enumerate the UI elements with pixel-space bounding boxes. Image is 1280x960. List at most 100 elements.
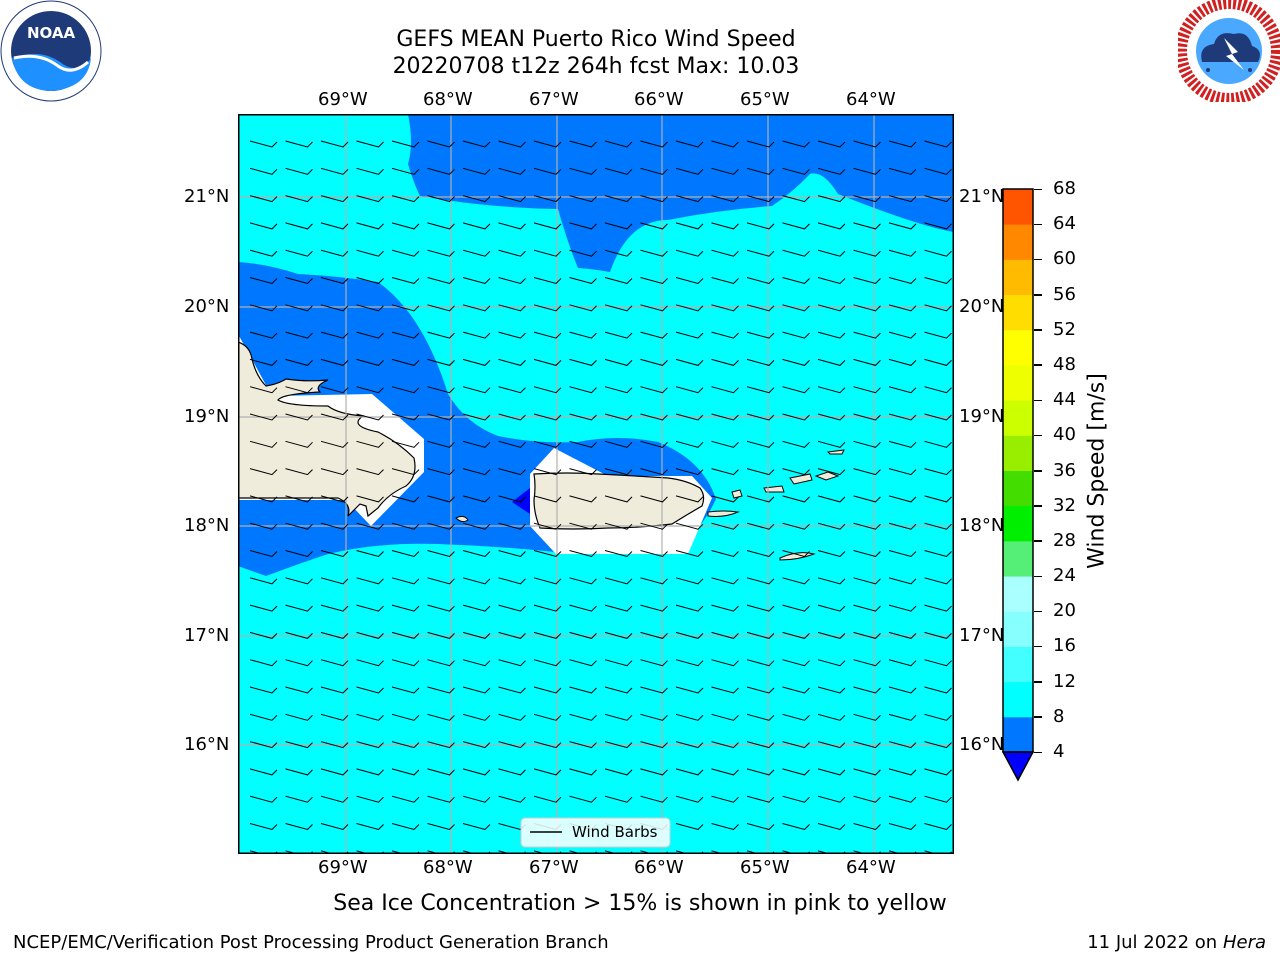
wind-barb	[427, 631, 455, 639]
wind-barb	[320, 277, 349, 285]
wind-barb	[498, 358, 526, 366]
wind-barb	[427, 331, 455, 339]
wind-barb	[427, 195, 455, 203]
wind-barb	[711, 604, 739, 612]
wind-barb	[604, 413, 633, 421]
wind-barb	[604, 795, 633, 803]
lon-label-top-66w: 66°W	[634, 89, 684, 110]
wind-barb	[533, 440, 562, 448]
wind-barb	[711, 167, 739, 175]
wind-barb	[498, 659, 526, 667]
wind-barb	[533, 386, 562, 394]
wind-barb	[675, 386, 704, 394]
wind-barb	[640, 304, 668, 312]
wind-barb	[853, 413, 881, 421]
wind-barb	[498, 140, 526, 148]
wind-barb	[817, 686, 846, 694]
wind-barb	[320, 550, 349, 558]
wind-barb	[782, 386, 810, 394]
colorbar-segment	[1003, 540, 1033, 577]
wind-barb	[711, 277, 739, 285]
wind-barb	[604, 249, 633, 257]
wind-barb	[640, 358, 668, 366]
lat-label-left-19n: 19°N	[184, 406, 230, 427]
wind-barb	[746, 249, 775, 257]
wind-barb	[853, 550, 881, 558]
wind-barb	[356, 686, 384, 694]
wind-barb	[498, 331, 526, 339]
wind-barb	[498, 795, 526, 803]
wind-barb	[356, 768, 384, 776]
wind-barb	[746, 386, 775, 394]
lat-label-right-21n: 21°N	[959, 186, 1005, 207]
wind-barb	[391, 195, 420, 203]
wind-barb	[711, 795, 739, 803]
wind-barb	[640, 440, 668, 448]
wind-barb	[817, 413, 846, 421]
lat-label-right-19n: 19°N	[959, 406, 1005, 427]
wind-barb	[604, 713, 633, 721]
wind-barb	[427, 413, 455, 421]
wind-barb	[391, 222, 420, 230]
wind-barb	[533, 277, 562, 285]
wind-barb	[888, 495, 917, 503]
colorbar	[1002, 188, 1035, 782]
wind-barb	[427, 686, 455, 694]
wind-barb	[498, 577, 526, 585]
wind-barb	[320, 768, 349, 776]
wind-barb	[249, 468, 278, 476]
wind-barb	[462, 550, 491, 558]
wind-barb	[924, 222, 952, 230]
lon-label-bottom-69w: 69°W	[318, 857, 368, 878]
wind-barb	[320, 795, 349, 803]
colorbar-tick-mark	[1034, 294, 1042, 296]
colorbar-tick-label: 60	[1053, 248, 1076, 270]
lat-label-left-21n: 21°N	[184, 186, 230, 207]
wind-barb	[817, 659, 846, 667]
wind-barb	[924, 249, 952, 257]
wind-barb	[675, 659, 704, 667]
wind-barb	[782, 577, 810, 585]
wind-barb	[746, 577, 775, 585]
wind-barb	[249, 768, 278, 776]
wind-barb	[604, 167, 633, 175]
wind-barb	[320, 522, 349, 530]
wind-barb	[924, 795, 952, 803]
wind-barb	[533, 741, 562, 749]
wind-barb	[711, 741, 739, 749]
legend: Wind Barbs	[520, 817, 671, 848]
wind-barb	[427, 577, 455, 585]
wind-barb	[853, 304, 881, 312]
colorbar-tick-label: 64	[1053, 213, 1076, 235]
wind-barb	[640, 741, 668, 749]
wind-barb	[569, 522, 597, 530]
wind-barb	[427, 222, 455, 230]
wind-barb	[427, 823, 455, 831]
wind-barb	[782, 358, 810, 366]
wind-barb	[249, 358, 278, 366]
wind-barb	[391, 304, 420, 312]
wind-barb	[356, 522, 384, 530]
wind-barb	[427, 604, 455, 612]
wind-barb	[853, 659, 881, 667]
wind-barb	[533, 768, 562, 776]
colorbar-segment	[1003, 470, 1033, 507]
wind-barb	[462, 140, 491, 148]
wind-barb	[320, 631, 349, 639]
wind-barb	[498, 686, 526, 694]
wind-barb	[569, 304, 597, 312]
wind-barb	[569, 686, 597, 694]
wind-barb	[853, 277, 881, 285]
wind-barb	[569, 249, 597, 257]
wind-barb	[356, 631, 384, 639]
wind-barb	[924, 413, 952, 421]
wind-barb	[817, 522, 846, 530]
wind-barb	[604, 741, 633, 749]
wind-barb	[817, 631, 846, 639]
wind-barb	[675, 495, 704, 503]
wind-barb	[853, 686, 881, 694]
wind-barb	[924, 195, 952, 203]
wind-barb	[782, 550, 810, 558]
wind-barb	[888, 768, 917, 776]
wind-barb	[320, 659, 349, 667]
